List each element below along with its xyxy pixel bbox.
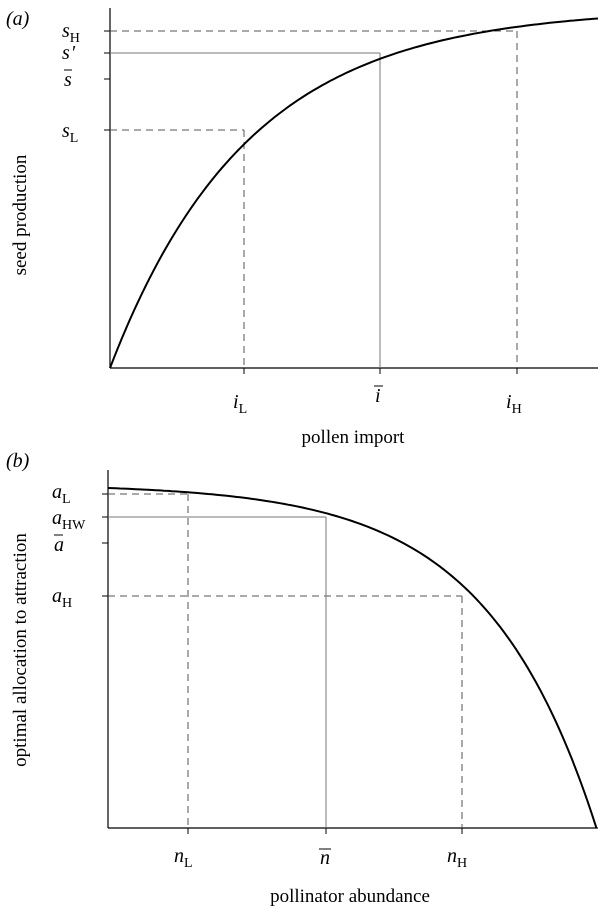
panel-a-xtick-label-ih: iH bbox=[506, 391, 522, 417]
panel-b-curve bbox=[107, 487, 597, 828]
panel-b-ylabel: optimal allocation to attraction bbox=[10, 533, 31, 767]
panel-a-curve bbox=[109, 17, 598, 369]
panel-a-xtick-label-ibar: i bbox=[374, 385, 383, 407]
panel-a-ytick-label-sh: sH bbox=[62, 20, 80, 46]
panel-a-ytick-label-sbar: s bbox=[64, 69, 72, 91]
svg-text:a: a bbox=[54, 534, 64, 556]
panel-a-ylabel: seed production bbox=[10, 154, 31, 275]
panel-a-ytick-label-sprime: s′ bbox=[62, 42, 76, 64]
panel-a-xtick-label-il: iL bbox=[233, 391, 247, 417]
panel-b-xlabel: pollinator abundance bbox=[270, 886, 430, 907]
panel-b-xtick-label-nh: nH bbox=[447, 845, 467, 871]
svg-text:n: n bbox=[320, 847, 330, 869]
svg-text:i: i bbox=[375, 385, 381, 407]
panel-b-ytick-label-ah: aH bbox=[52, 585, 72, 611]
panel-b-ytick-label-ahw: aHW bbox=[52, 507, 86, 533]
panel-b-label: (b) bbox=[6, 450, 30, 472]
panel-b-xtick-label-nl: nL bbox=[174, 845, 193, 871]
panel-b: (b) aL aHW a aH nL n bbox=[6, 450, 598, 907]
panel-b-ytick-label-abar: a bbox=[54, 534, 64, 556]
panel-a-xlabel: pollen import bbox=[302, 427, 406, 448]
panel-a-label: (a) bbox=[6, 8, 30, 30]
panel-b-xtick-label-nbar: n bbox=[319, 847, 331, 869]
svg-text:s: s bbox=[64, 69, 72, 91]
panel-a-ytick-label-sl: sL bbox=[62, 120, 78, 146]
panel-b-ytick-label-al: aL bbox=[52, 481, 71, 507]
panel-a: (a) sH s′ s sL iL i bbox=[6, 8, 598, 448]
